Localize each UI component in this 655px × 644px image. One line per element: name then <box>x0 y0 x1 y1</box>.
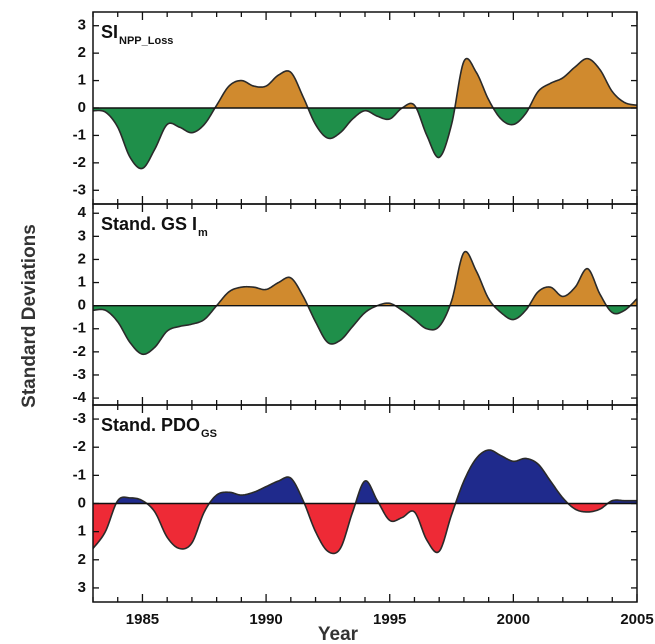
panel-title: Stand. PDOGS <box>101 415 217 440</box>
y-tick-label: -2 <box>73 343 86 360</box>
negative-area <box>93 450 637 504</box>
y-tick-label: -2 <box>73 438 86 455</box>
y-tick-label: 0 <box>78 99 86 116</box>
y-tick-label: 3 <box>78 579 86 596</box>
y-tick-label: 2 <box>78 551 86 568</box>
y-tick-label: 1 <box>78 72 86 89</box>
panel-1: -3 -2 -1 0 1 2 3 SINPP_Loss <box>73 11 638 205</box>
series-line <box>93 250 637 356</box>
negative-area <box>93 108 637 169</box>
x-tick-label: 2000 <box>497 611 530 628</box>
x-tick-label: 2005 <box>620 611 653 628</box>
y-tick-label: 4 <box>78 204 87 221</box>
y-tick-label: -3 <box>73 410 86 427</box>
x-tick-label: 1990 <box>249 611 282 628</box>
positive-area <box>93 503 637 554</box>
x-tick-label: 1985 <box>126 611 159 628</box>
panel-2: -4 -3 -2 -1 0 1 2 3 4 Stand. GS Im <box>73 203 638 406</box>
y-tick-label: 1 <box>78 274 86 291</box>
panel-title: SINPP_Loss <box>101 22 173 47</box>
y-tick-label: -1 <box>73 466 86 483</box>
panel-title: Stand. GS Im <box>101 214 208 239</box>
x-axis-title: Year <box>318 624 359 644</box>
y-tick-label: 3 <box>78 17 86 34</box>
panel-3: -3 -2 -1 0 1 2 3 Stand. PDOGS <box>73 404 638 603</box>
positive-area <box>93 58 637 108</box>
y-tick-label: 2 <box>78 250 86 267</box>
y-tick-label: 0 <box>78 297 86 314</box>
y-tick-label: -3 <box>73 366 86 383</box>
series-line <box>93 57 637 170</box>
y-tick-label: -3 <box>73 181 86 198</box>
y-tick-label: 2 <box>78 44 86 61</box>
y-tick-label: 0 <box>78 494 86 511</box>
y-tick-label: -1 <box>73 126 86 143</box>
y-tick-label: -1 <box>73 320 86 337</box>
y-tick-label: 3 <box>78 227 86 244</box>
positive-area <box>216 251 637 306</box>
y-tick-label: 1 <box>78 523 86 540</box>
y-tick-label: -4 <box>73 389 87 406</box>
x-tick-label: 1995 <box>373 611 406 628</box>
series-line <box>93 449 637 555</box>
negative-area <box>93 305 637 355</box>
y-tick-label: -2 <box>73 154 86 171</box>
y-axis-title: Standard Deviations <box>19 224 40 408</box>
